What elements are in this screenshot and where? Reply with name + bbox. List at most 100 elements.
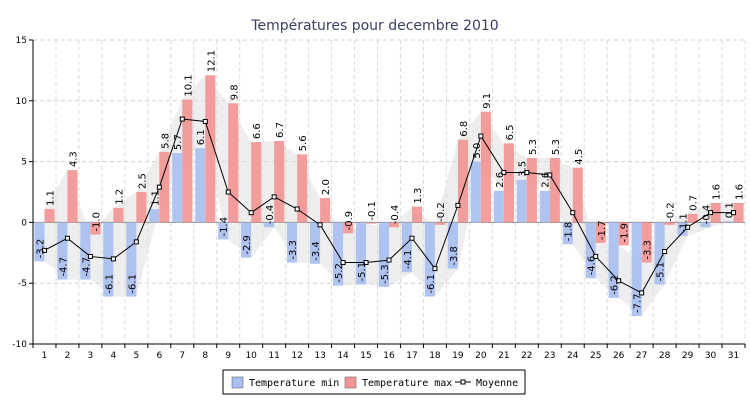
data-label-min: -4.7 [58, 257, 69, 277]
data-label-min: 6.1 [196, 129, 207, 145]
bar-min [631, 222, 642, 317]
x-tick-label: 11 [268, 351, 279, 361]
data-label-max: 6.6 [252, 123, 263, 139]
data-label-min: 2.6 [541, 172, 552, 188]
moyenne-marker [662, 249, 668, 255]
x-tick-label: 3 [88, 351, 94, 361]
bar-max [136, 192, 147, 223]
bar-max [618, 222, 629, 246]
x-tick-label: 9 [225, 351, 231, 361]
bar-min [401, 222, 412, 273]
min-max-area [44, 75, 734, 317]
data-label-max: -1.9 [620, 223, 631, 243]
bar-min [195, 148, 206, 223]
data-label-max: -0.4 [390, 205, 401, 225]
bar-min [241, 222, 252, 258]
bar-max [434, 222, 446, 225]
data-label-min: -5.2 [334, 263, 345, 283]
data-label-max: -0.2 [436, 202, 447, 222]
bar-min [539, 190, 550, 223]
bar-max [549, 157, 560, 223]
data-label-min: -6.1 [127, 274, 138, 294]
data-label-max: 1.3 [413, 188, 424, 204]
moyenne-marker [708, 210, 714, 216]
data-label-max: 0.7 [689, 195, 700, 211]
moyenne-marker [363, 260, 369, 266]
x-tick-label: 26 [613, 351, 625, 361]
bar-min [516, 179, 527, 223]
x-tick-label: 30 [705, 351, 717, 361]
bar-max [664, 222, 675, 225]
bar-max [343, 222, 354, 234]
bar-max [526, 157, 537, 223]
data-label-min: -1.8 [564, 222, 575, 242]
x-tick-label: 24 [567, 351, 579, 361]
legend-box [222, 369, 526, 395]
bar-max [366, 222, 377, 224]
x-tick-label: 5 [133, 351, 139, 361]
data-label-max: 6.5 [505, 124, 516, 140]
moyenne-marker [271, 194, 277, 200]
x-tick-label: 15 [360, 351, 371, 361]
data-label-max: -0.1 [367, 201, 378, 221]
x-tick-label: 22 [521, 351, 532, 361]
data-label-min: -5.3 [380, 264, 391, 284]
data-label-max: 5.6 [298, 135, 309, 151]
bar-max [113, 207, 124, 223]
data-label-min: -4.1 [403, 250, 414, 270]
bar-max [159, 151, 170, 223]
data-label-min: -1.1 [679, 213, 690, 233]
moyenne-marker [386, 257, 392, 263]
legend-label-temperature-max: Temperature max [362, 378, 452, 389]
data-label-min: -7.7 [633, 294, 644, 314]
data-label-min: 5.0 [472, 143, 483, 159]
moyenne-marker [409, 235, 415, 241]
bar-max [228, 103, 239, 223]
data-label-max: 4.3 [69, 151, 80, 167]
bar-min [470, 161, 481, 223]
bar-max [733, 202, 744, 223]
moyenne-marker [133, 239, 139, 245]
data-label-min: -3.8 [449, 246, 460, 266]
x-tick-label: 16 [383, 351, 395, 361]
bar-min [677, 222, 688, 236]
x-tick-label: 21 [498, 351, 509, 361]
moyenne-marker [524, 170, 530, 176]
bar-min [103, 222, 114, 297]
moyenne-marker [202, 118, 208, 124]
x-tick-label: 31 [728, 351, 739, 361]
legend-label-temperature-min: Temperature min [249, 378, 339, 389]
x-tick-label: 27 [636, 351, 647, 361]
x-tick-label: 12 [291, 351, 302, 361]
data-label-min: 3.5 [518, 161, 529, 177]
data-label-max: -3.3 [643, 240, 654, 260]
data-label-min: -4.7 [81, 257, 92, 277]
bar-min [608, 222, 619, 298]
data-label-max: -0.9 [344, 211, 355, 231]
moyenne-marker [593, 253, 599, 259]
bar-min [723, 221, 734, 223]
bar-min [585, 222, 596, 279]
data-label-max: 4.5 [574, 149, 585, 165]
data-label-max: 9.8 [229, 84, 240, 100]
bar-max [297, 154, 308, 223]
moyenne-marker [340, 260, 346, 266]
y-tick-label: -5 [18, 279, 27, 289]
moyenne-marker [685, 224, 691, 230]
bar-max [274, 140, 285, 223]
y-tick-label: 15 [16, 36, 27, 46]
data-label-max: 5.3 [528, 139, 539, 155]
x-tick-label: 8 [202, 351, 208, 361]
bar-max [44, 209, 55, 223]
x-tick-label: 20 [475, 351, 487, 361]
moyenne-marker [41, 247, 47, 253]
y-tick-label: -10 [12, 340, 27, 350]
bar-max [457, 139, 469, 223]
moyenne-marker [478, 133, 484, 139]
x-tick-label: 6 [156, 351, 162, 361]
data-label-max: -0.2 [666, 202, 677, 222]
chart-title: Températures pour decembre 2010 [250, 18, 498, 34]
moyenne-marker [156, 184, 162, 190]
data-label-max: -1.7 [597, 221, 608, 241]
